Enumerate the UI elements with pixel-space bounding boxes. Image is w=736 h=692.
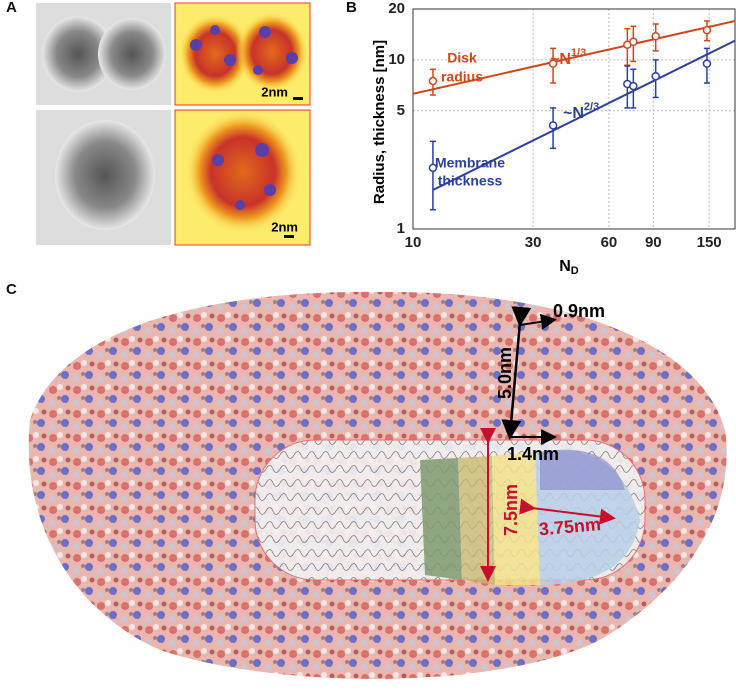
heatmap-particle bbox=[185, 110, 301, 234]
series-label: radius bbox=[441, 69, 483, 85]
scale-bar bbox=[293, 97, 303, 100]
y-tick-label: 10 bbox=[388, 51, 405, 68]
micrograph-particle bbox=[98, 18, 166, 90]
dimension-arrow bbox=[519, 498, 616, 525]
scale-bar-label: 2nm bbox=[261, 84, 288, 99]
heatmap-spots bbox=[212, 143, 276, 210]
x-axis-label: ND bbox=[559, 258, 579, 277]
helix-segment bbox=[492, 452, 540, 585]
heatmap-spots bbox=[190, 25, 298, 75]
plot-frame bbox=[412, 8, 736, 230]
panel-b: B Radius, thickness [nm] ND 1 5 10 20 10 30 60… bbox=[346, 0, 736, 277]
x-axis-label-base: N bbox=[559, 258, 571, 275]
data-point bbox=[702, 25, 712, 35]
series-label: thickness bbox=[438, 173, 503, 189]
data-point bbox=[428, 163, 438, 173]
heatmap-particle bbox=[179, 14, 251, 94]
data-point bbox=[548, 121, 558, 130]
panel-c: C 0.9nm 5.0nm 1.4nm 7.5nm 3.75nm bbox=[6, 281, 727, 679]
data-point bbox=[651, 72, 660, 81]
data-point bbox=[548, 59, 558, 68]
fit-label: ~N2/3 bbox=[563, 101, 599, 122]
x-tick-label: 90 bbox=[645, 234, 662, 251]
dimension-label: 0.9nm bbox=[553, 301, 605, 321]
panel-letter: B bbox=[346, 0, 357, 16]
fit-label-base: ~N bbox=[563, 105, 584, 122]
heatmap-particle bbox=[236, 12, 308, 92]
micrograph-particle bbox=[42, 16, 114, 92]
helix-segment bbox=[458, 456, 495, 585]
dimension-label: 5.0nm bbox=[495, 347, 515, 399]
x-tick-label: 30 bbox=[525, 234, 542, 251]
dimension-arrow bbox=[501, 306, 532, 440]
series-label: Membrane bbox=[435, 155, 505, 171]
micrograph-particle bbox=[55, 120, 155, 230]
y-tick-label: 1 bbox=[397, 220, 405, 237]
dimension-label: 1.4nm bbox=[507, 444, 559, 464]
panel-letter: A bbox=[6, 0, 17, 16]
helix-segment bbox=[540, 449, 625, 490]
fit-label: ~N1/3 bbox=[550, 47, 586, 68]
scale-bar-label: 2nm bbox=[271, 219, 298, 234]
data-point bbox=[629, 81, 638, 91]
fit-label-exponent: 2/3 bbox=[584, 101, 599, 113]
fit-line bbox=[432, 39, 735, 191]
y-axis-label: Radius, thickness [nm] bbox=[371, 40, 388, 204]
x-tick-label: 60 bbox=[601, 234, 618, 251]
fit-label-exponent: 1/3 bbox=[571, 47, 586, 59]
fit-label-base: ~N bbox=[550, 51, 571, 68]
panel-a: A 2nm 2nm bbox=[6, 0, 311, 246]
x-tick-label: 10 bbox=[405, 234, 422, 251]
dimension-arrow bbox=[519, 313, 557, 330]
series-label: Disk bbox=[447, 50, 477, 66]
scale-bar bbox=[284, 235, 294, 238]
dimension-label: 7.5nm bbox=[501, 484, 521, 536]
data-point bbox=[651, 32, 660, 41]
data-point bbox=[428, 76, 438, 86]
helix-segment bbox=[420, 458, 462, 580]
fit-line bbox=[413, 19, 735, 95]
y-tick-label: 20 bbox=[388, 0, 405, 17]
y-tick-label: 5 bbox=[397, 102, 405, 119]
x-axis-label-subscript: D bbox=[571, 265, 579, 277]
data-point bbox=[629, 37, 638, 47]
data-point bbox=[702, 59, 712, 68]
panel-letter: C bbox=[6, 281, 17, 298]
x-tick-label: 150 bbox=[697, 234, 722, 251]
